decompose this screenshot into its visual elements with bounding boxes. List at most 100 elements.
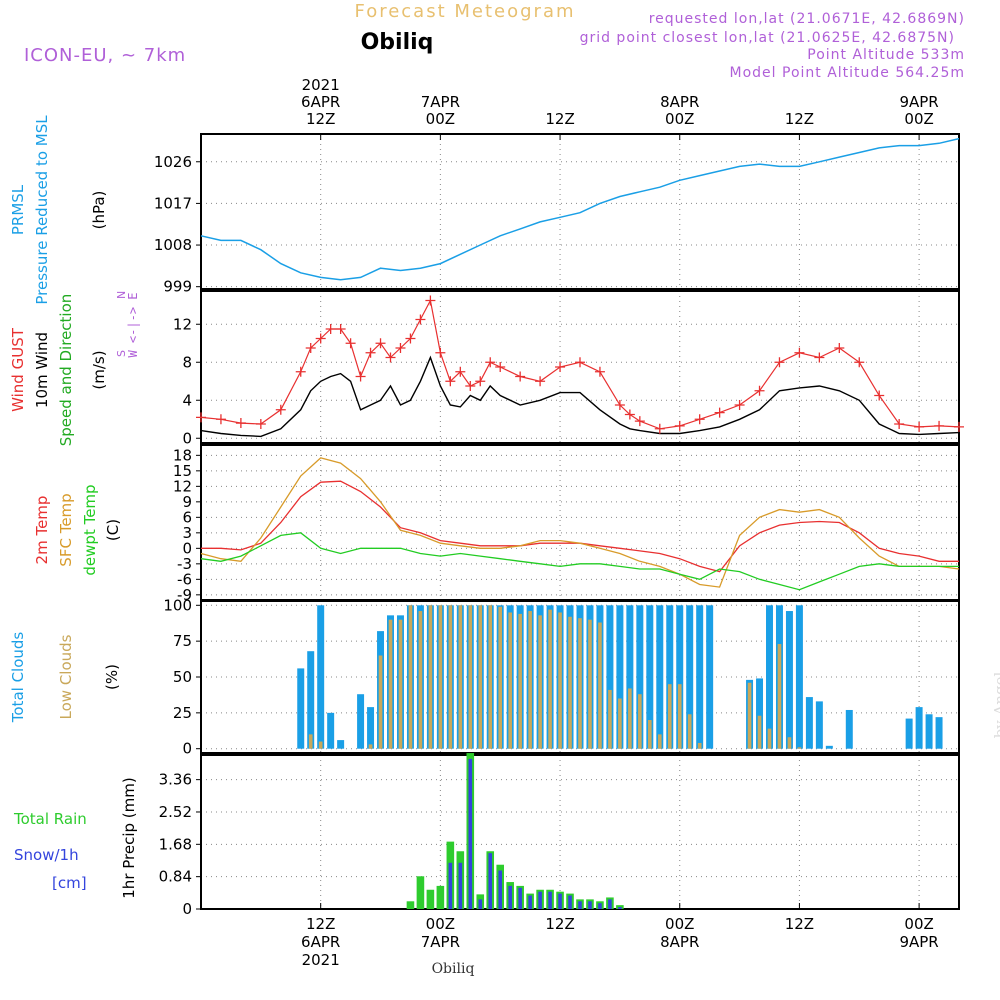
low-clouds-bar bbox=[598, 622, 602, 749]
low-clouds-bar bbox=[448, 605, 453, 749]
gust-point bbox=[654, 423, 665, 434]
panel-frame bbox=[200, 444, 960, 601]
total-clouds-bar bbox=[785, 611, 793, 749]
total-clouds-bar bbox=[626, 605, 634, 749]
pressure-label: Pressure Reduced to MSL bbox=[33, 115, 51, 305]
gust-point bbox=[415, 314, 426, 325]
watermark: by Angel bbox=[991, 671, 1000, 738]
snow-bar bbox=[468, 758, 473, 909]
time-tick-label: 00Z bbox=[426, 915, 455, 933]
wind-unit: (m/s) bbox=[90, 350, 108, 389]
point-altitude: Point Altitude 533m bbox=[807, 47, 965, 63]
y-tick-label: 4 bbox=[182, 391, 192, 409]
gust-point bbox=[215, 414, 226, 425]
wind-label: 10m Wind bbox=[33, 332, 51, 408]
gust-point bbox=[914, 421, 925, 432]
low-clouds-bar bbox=[628, 688, 632, 749]
total-clouds-bar bbox=[845, 709, 853, 749]
total-clouds-bar bbox=[696, 605, 704, 749]
low-clouds-bar bbox=[608, 689, 612, 749]
y-tick-label: 25 bbox=[173, 704, 192, 722]
total-clouds-bar bbox=[666, 605, 674, 749]
panel-frame bbox=[200, 290, 960, 444]
gust-point bbox=[395, 343, 406, 353]
gust-point bbox=[455, 366, 466, 377]
total-clouds-bar bbox=[706, 605, 714, 749]
temp-series-line bbox=[201, 480, 959, 573]
snow-bar bbox=[608, 899, 612, 909]
gust-point bbox=[435, 347, 446, 358]
gust-point bbox=[934, 420, 945, 431]
gust-point bbox=[325, 324, 336, 334]
low-clouds-bar bbox=[468, 605, 473, 749]
y-tick-label: 0 bbox=[182, 740, 192, 758]
gust-point bbox=[375, 338, 386, 349]
compass-s: S bbox=[115, 350, 128, 357]
total-clouds-bar bbox=[297, 668, 305, 749]
compass-n: N bbox=[115, 291, 128, 299]
gust-point bbox=[465, 381, 476, 391]
total-clouds-bar bbox=[327, 712, 335, 749]
panel-frame bbox=[200, 600, 960, 754]
y-tick-label: 0 bbox=[182, 429, 192, 447]
time-tick-label: 12Z bbox=[306, 110, 335, 128]
y-tick-label: 1017 bbox=[154, 194, 192, 212]
snow-bar bbox=[558, 893, 562, 909]
low-clouds-bar bbox=[757, 715, 762, 749]
low-clouds-bar bbox=[368, 744, 373, 749]
time-tick-label: 00Z bbox=[904, 915, 933, 933]
low-clouds-bar bbox=[418, 611, 423, 749]
gust-point bbox=[774, 357, 785, 368]
pressure-unit: (hPa) bbox=[90, 191, 108, 230]
y-tick-label: 6 bbox=[182, 508, 192, 526]
time-tick-label: 2021 bbox=[302, 951, 340, 969]
temp-unit: (C) bbox=[104, 519, 122, 541]
gust-point bbox=[674, 420, 685, 431]
temp-series-line bbox=[200, 532, 959, 591]
time-tick-label: 9APR bbox=[899, 93, 938, 111]
total-clouds-bar bbox=[676, 605, 684, 749]
snow-unit-label: [cm] bbox=[52, 874, 87, 892]
rain-bar bbox=[436, 885, 445, 909]
y-tick-label: 1026 bbox=[154, 153, 192, 171]
low-clouds-bar bbox=[378, 655, 383, 749]
time-tick-label: 12Z bbox=[545, 110, 574, 128]
rain-bar bbox=[426, 889, 435, 909]
y-tick-label: 15 bbox=[173, 462, 192, 480]
snow-bar bbox=[498, 870, 503, 909]
gust-point bbox=[305, 343, 316, 353]
low-clouds-label: Low Clouds bbox=[57, 634, 75, 719]
low-clouds-bar bbox=[638, 694, 642, 749]
snow-bar bbox=[478, 899, 483, 909]
low-clouds-bar bbox=[648, 720, 652, 749]
total-clouds-bar bbox=[795, 605, 803, 749]
low-clouds-bar bbox=[568, 616, 572, 749]
total-clouds-bar bbox=[317, 605, 325, 749]
total-clouds-bar bbox=[686, 605, 694, 749]
gust-point bbox=[624, 409, 635, 420]
gust-point bbox=[535, 376, 546, 387]
pressure-series-line bbox=[200, 137, 960, 281]
low-clouds-bar bbox=[578, 618, 582, 749]
gust-point bbox=[834, 343, 845, 353]
panel-frames: 99910081017102604812-9-6-303691215180255… bbox=[9, 76, 960, 969]
low-clouds-bar bbox=[558, 612, 562, 749]
gust-point bbox=[385, 352, 396, 363]
low-clouds-bar bbox=[398, 619, 403, 749]
low-clouds-bar bbox=[697, 742, 702, 749]
snow-bar bbox=[548, 891, 552, 909]
low-clouds-bar bbox=[428, 605, 433, 749]
snow-bar bbox=[538, 891, 542, 909]
gust-point bbox=[355, 371, 366, 382]
y-tick-label: 2.52 bbox=[159, 803, 192, 821]
time-tick-label: 00Z bbox=[426, 110, 455, 128]
total-clouds-bar bbox=[815, 701, 823, 749]
footer-location: Obiliq bbox=[432, 961, 475, 977]
gust-point bbox=[894, 419, 905, 429]
precip-unit: 1hr Precip (mm) bbox=[120, 777, 138, 898]
low-clouds-bar bbox=[538, 615, 542, 749]
model-label: ICON-EU, ~ 7km bbox=[24, 45, 186, 66]
pressure-label: PRMSL bbox=[9, 184, 27, 235]
gust-label: Wind GUST bbox=[9, 327, 27, 412]
y-tick-label: 1008 bbox=[154, 236, 192, 254]
